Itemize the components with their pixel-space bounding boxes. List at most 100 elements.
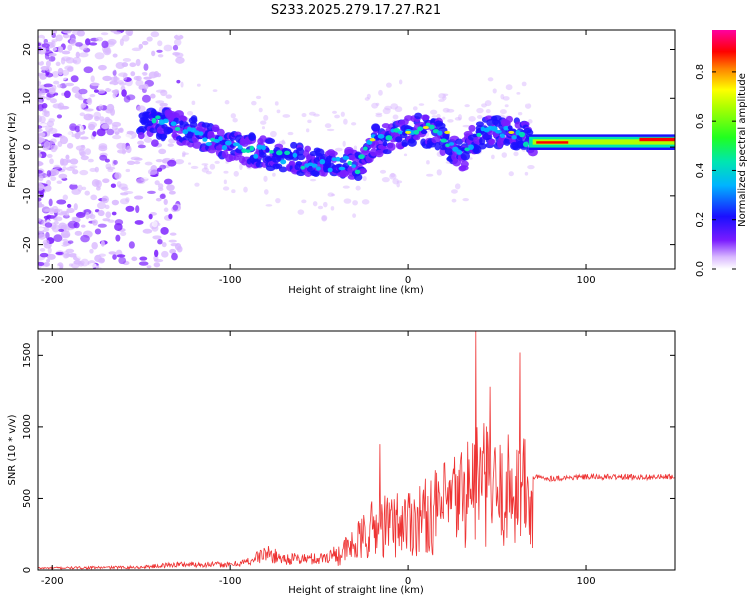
noise-blob: [107, 38, 117, 45]
noise-blob: [173, 38, 182, 46]
noise-blob: [125, 205, 135, 212]
noise-blob: [41, 103, 48, 109]
ridge-core: [338, 166, 346, 171]
noise-blob: [101, 40, 109, 49]
ridge-core: [174, 126, 181, 132]
noise-blob: [219, 165, 225, 170]
noise-blob: [510, 111, 515, 115]
noise-blob: [62, 194, 69, 201]
noise-blob: [243, 186, 248, 193]
noise-blob: [230, 113, 236, 119]
noise-blob: [44, 184, 52, 192]
noise-blob: [499, 109, 507, 115]
noise-blob: [160, 227, 169, 235]
noise-blob: [287, 131, 294, 136]
noise-blob: [518, 169, 525, 172]
ridge-core: [315, 166, 321, 171]
noise-blob: [64, 90, 71, 99]
ridge-core: [518, 131, 526, 138]
noise-blob: [167, 159, 177, 167]
noise-blob: [67, 220, 78, 229]
noise-blob: [390, 103, 399, 110]
noise-blob: [66, 131, 73, 137]
noise-blob: [43, 140, 51, 149]
ridge-blob: [505, 115, 514, 123]
noise-blob: [175, 56, 185, 64]
noise-blob: [343, 118, 348, 125]
noise-blob: [223, 179, 227, 185]
noise-blob: [116, 149, 127, 154]
noise-blob: [462, 124, 470, 128]
noise-blob: [492, 88, 497, 94]
noise-blob: [89, 42, 98, 46]
noise-blob: [116, 181, 122, 188]
noise-blob: [57, 102, 65, 110]
ridge-blob: [455, 138, 464, 145]
noise-blob: [155, 158, 163, 163]
spectrogram-heatmap: [38, 30, 675, 269]
noise-blob: [138, 261, 149, 266]
noise-blob: [38, 261, 45, 266]
noise-blob: [95, 179, 102, 188]
noise-blob: [106, 128, 115, 136]
spectrogram-y-tick-label: 0: [22, 144, 33, 150]
noise-blob: [431, 115, 437, 118]
noise-blob: [97, 223, 107, 228]
ridge-blob: [475, 121, 484, 127]
colorbar-tick-label: 0.2: [695, 212, 706, 228]
noise-blob: [130, 71, 136, 77]
ridge-blob: [304, 145, 312, 153]
noise-blob: [301, 112, 307, 118]
noise-blob: [104, 204, 110, 210]
noise-blob: [147, 168, 158, 176]
noise-blob: [171, 252, 178, 261]
noise-blob: [110, 30, 118, 33]
noise-blob: [67, 66, 74, 72]
noise-blob: [101, 195, 109, 204]
noise-blob: [66, 142, 74, 149]
noise-blob: [163, 207, 169, 213]
ridge-blob: [137, 131, 145, 140]
noise-blob: [159, 193, 166, 200]
noise-blob: [71, 188, 81, 195]
noise-blob: [375, 112, 383, 116]
noise-blob: [113, 91, 118, 97]
noise-blob: [379, 169, 387, 174]
noise-blob: [135, 205, 140, 213]
ridge-core: [155, 115, 161, 120]
noise-blob: [169, 248, 177, 254]
noise-blob: [194, 182, 200, 187]
noise-blob: [83, 113, 94, 121]
noise-blob: [212, 89, 218, 92]
noise-blob: [205, 171, 212, 175]
noise-blob: [400, 181, 407, 188]
noise-blob: [150, 93, 156, 99]
noise-blob: [297, 209, 305, 215]
noise-blob: [91, 82, 100, 87]
noise-blob: [141, 94, 151, 103]
ridge-core: [448, 142, 455, 146]
noise-blob: [38, 128, 43, 132]
ridge-core: [358, 154, 365, 160]
spectrogram-y-tick-label: 20: [22, 43, 33, 56]
noise-blob: [95, 36, 104, 42]
noise-blob: [156, 49, 163, 53]
noise-blob: [508, 171, 514, 177]
noise-blob: [163, 178, 173, 185]
noise-blob: [74, 230, 83, 236]
noise-blob: [231, 189, 236, 194]
noise-blob: [352, 213, 357, 218]
noise-blob: [79, 112, 86, 117]
noise-blob: [436, 113, 441, 119]
snr-y-tick-label: 1000: [22, 414, 33, 439]
noise-blob: [127, 31, 133, 37]
noise-blob: [134, 220, 144, 225]
noise-blob: [38, 115, 42, 123]
noise-blob: [46, 120, 55, 127]
ridge-core: [354, 169, 361, 175]
noise-blob: [157, 183, 164, 189]
ridge-blob: [295, 147, 305, 156]
noise-blob: [375, 102, 380, 106]
noise-blob: [157, 238, 163, 245]
